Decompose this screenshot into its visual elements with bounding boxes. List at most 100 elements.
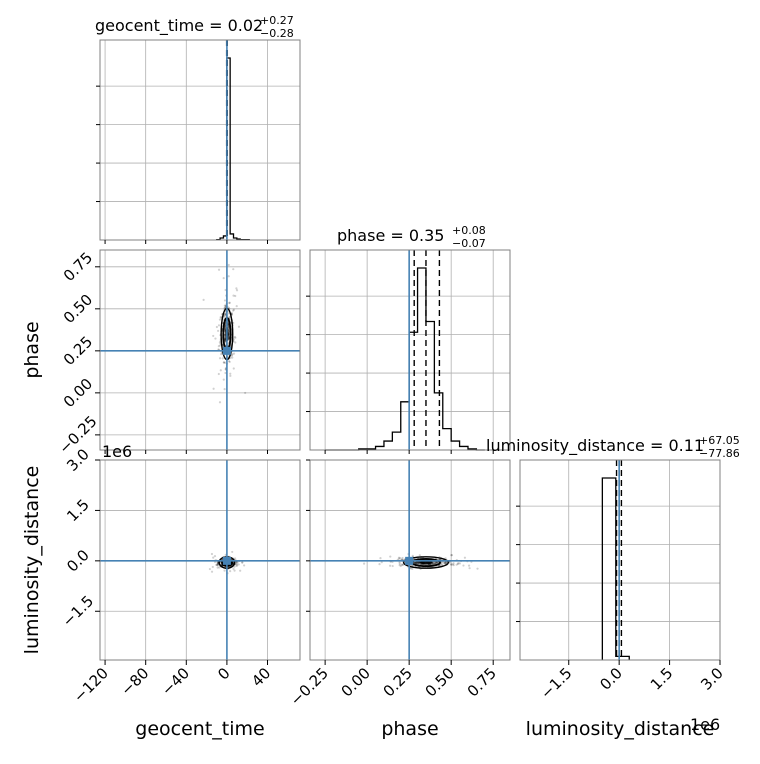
tick-layer: −120 −80 −40 0 40 −0.25 0.00 0.25 0.50 0.75 −1.5 0.…	[55, 85, 727, 709]
sample-point-0-53	[219, 316, 222, 319]
sample-point-1-77	[210, 570, 214, 573]
sample-point-0-175	[202, 298, 205, 302]
sample-point-0-261	[228, 301, 231, 304]
sample-point-2-199	[398, 562, 401, 565]
sample-point-1-49	[212, 556, 215, 559]
sample-point-2-377	[414, 561, 417, 565]
sample-point-0-189	[218, 401, 222, 404]
sample-point-2-79	[398, 564, 401, 567]
axes-frame-hist-geocent_time	[99, 39, 301, 241]
sample-point-2-70	[397, 556, 401, 559]
tick-label-x-luminosity_distance-3: 3.0	[697, 664, 727, 694]
sample-point-2-277	[416, 562, 419, 565]
tick-label-x-phase-3: 0.50	[422, 664, 458, 700]
tick-label-x-geocent_time-2: −40	[158, 664, 193, 699]
sample-point-0-182	[224, 371, 227, 375]
truth-marker-1	[222, 556, 231, 565]
sample-point-1-62	[216, 561, 219, 565]
sample-point-1-108	[216, 561, 219, 564]
sample-point-0-413	[235, 287, 238, 290]
sample-point-2-29	[398, 561, 401, 564]
sample-point-0-14	[234, 294, 237, 298]
sample-point-1-70	[231, 550, 234, 554]
tick-label-x-phase-2: 0.25	[380, 664, 416, 700]
sample-point-1-24	[216, 566, 219, 569]
sample-point-2-27	[431, 562, 435, 566]
sample-point-0-314	[232, 367, 235, 370]
sample-point-0-72	[223, 299, 227, 302]
sample-point-0-329	[212, 387, 215, 390]
sample-point-1-151	[234, 557, 237, 560]
sample-point-0-399	[222, 277, 225, 280]
sample-point-0-61	[228, 315, 231, 318]
title-geocent-time-minus: −0.28	[260, 27, 294, 40]
tick-label-x-geocent_time-4: 40	[248, 664, 274, 690]
sample-point-2-57	[415, 561, 418, 564]
sample-point-1-343	[237, 563, 240, 566]
sample-point-2-399	[467, 564, 471, 567]
sample-point-2-331	[443, 561, 446, 565]
tick-label-y-phase-4: 0.75	[60, 249, 96, 285]
sample-point-2-224	[389, 555, 392, 558]
sample-point-1-273	[236, 561, 239, 564]
sample-point-2-301	[458, 562, 461, 565]
tick-label-y-luminosity_distance-0: −1.5	[59, 592, 97, 630]
sample-point-0-196	[244, 391, 247, 395]
tick-label-x-geocent_time-1: −80	[117, 664, 152, 699]
sample-point-2-49	[450, 554, 453, 557]
sample-point-2-352	[413, 561, 416, 564]
sample-point-2-382	[452, 562, 455, 565]
axes-frame-geocent_time-phase	[99, 249, 301, 451]
sample-point-1-0	[233, 565, 236, 568]
sample-point-0-105	[229, 374, 232, 377]
sample-point-2-21	[411, 567, 414, 570]
tick-label-x-phase-4: 0.75	[464, 664, 500, 700]
title-luminosity-distance-plus: +67.05	[699, 434, 740, 447]
xlabel-geocent-time: geocent_time	[135, 718, 264, 740]
sample-point-0-42	[214, 337, 217, 340]
tick-label-x-phase-0: −0.25	[287, 664, 332, 709]
tick-label-x-luminosity_distance-2: 1.5	[647, 664, 677, 694]
sample-point-2-403	[418, 563, 421, 566]
tick-label-y-luminosity_distance-2: 1.5	[63, 496, 93, 526]
sample-point-1-287	[213, 554, 217, 558]
sample-point-0-106	[220, 353, 223, 356]
sample-point-0-217	[231, 356, 234, 359]
sample-point-2-33	[445, 561, 448, 564]
sample-point-2-311	[417, 562, 420, 565]
sample-point-0-223	[234, 336, 237, 339]
tick-label-x-luminosity_distance-0: −1.5	[537, 664, 575, 702]
sample-point-2-180	[432, 562, 435, 565]
sample-point-2-366	[456, 562, 460, 566]
offset-text-x-luminosity-distance: 1e6	[690, 715, 720, 734]
tick-label-x-geocent_time-3: 0	[214, 664, 233, 683]
sample-point-0-322	[227, 275, 230, 278]
sample-point-2-256	[399, 564, 402, 568]
sample-point-2-14	[401, 556, 404, 560]
sample-point-1-294	[208, 567, 211, 571]
title-luminosity-distance: luminosity_distance = 0.11	[486, 436, 704, 456]
ylabel-phase: phase	[21, 321, 43, 378]
sample-point-0-78	[224, 312, 227, 316]
sample-point-2-201	[416, 561, 419, 564]
sample-point-2-168	[435, 561, 438, 565]
title-geocent-time-plus: +0.27	[260, 14, 294, 27]
sample-point-2-329	[400, 563, 403, 566]
sample-point-0-84	[233, 335, 236, 339]
sample-point-2-115	[434, 561, 437, 564]
tick-label-y-phase-3: 0.50	[60, 291, 96, 327]
sample-point-0-384	[230, 311, 233, 315]
sample-point-0-319	[221, 357, 224, 360]
sample-point-0-237	[232, 309, 235, 312]
sample-point-2-98	[414, 561, 417, 564]
sample-point-0-336	[232, 308, 236, 311]
sample-point-0-7	[217, 324, 221, 327]
title-phase: phase = 0.35	[337, 226, 444, 245]
histogram-geocent_time	[216, 57, 250, 241]
histogram-phase	[325, 267, 485, 451]
title-phase-plus: +0.08	[452, 224, 486, 237]
title-luminosity-distance-minus: −77.86	[699, 447, 740, 460]
sample-point-1-301	[229, 570, 232, 573]
sample-point-0-98	[217, 268, 221, 271]
